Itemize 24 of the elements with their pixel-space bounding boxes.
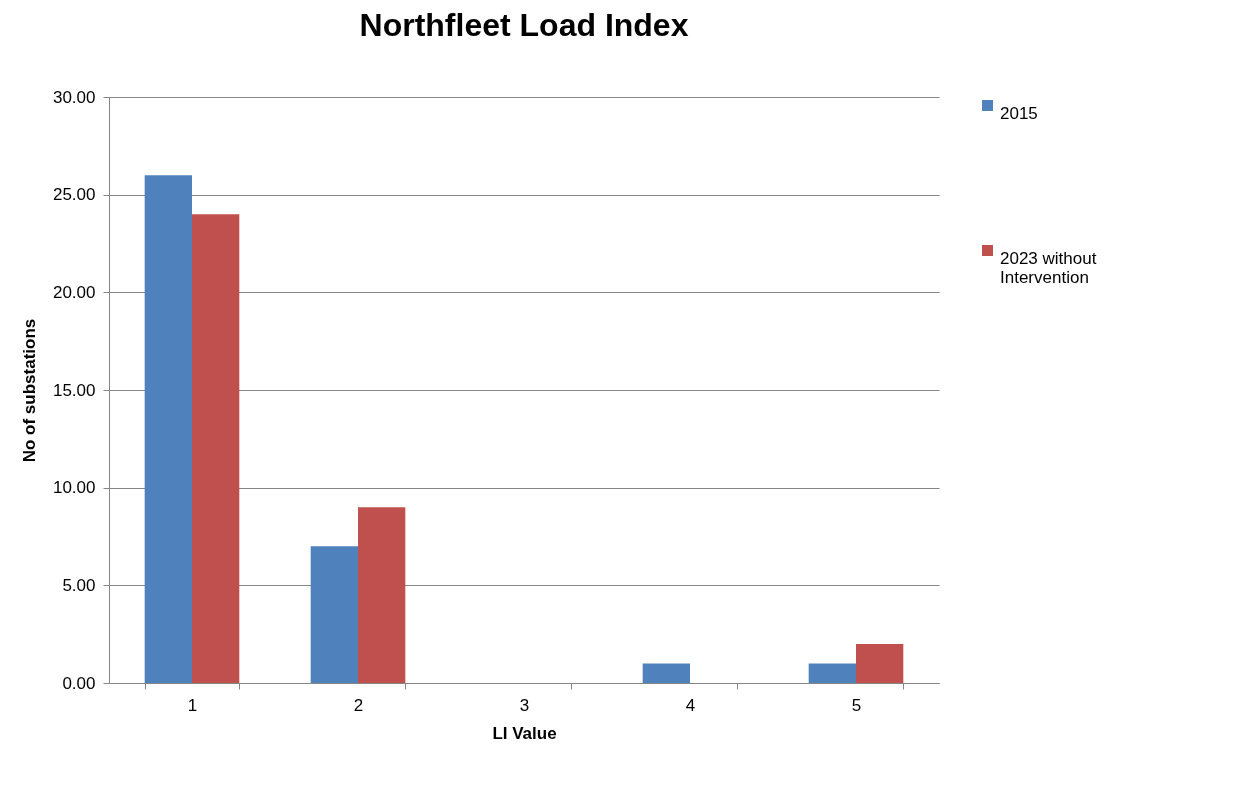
legend-label: 2015 — [1000, 103, 1038, 123]
x-tick-label: 2 — [353, 695, 364, 715]
x-tick-label: 4 — [685, 695, 696, 715]
y-tick-label: 0.00 — [62, 673, 96, 693]
chart-title: Northfleet Load Index — [359, 7, 689, 43]
y-tick-label: 30.00 — [52, 87, 96, 107]
x-tick-label: 1 — [187, 695, 198, 715]
bar — [856, 643, 904, 683]
bar — [144, 175, 192, 683]
y-tick-label: 25.00 — [52, 185, 96, 205]
bar — [808, 663, 856, 683]
bar — [192, 214, 240, 683]
y-tick-label: 20.00 — [52, 282, 96, 302]
x-tick-label: 5 — [851, 695, 862, 715]
y-axis-title: No of substations — [19, 318, 39, 463]
bar — [642, 663, 690, 683]
x-tick-label: 3 — [519, 695, 530, 715]
bar — [310, 546, 358, 683]
x-axis-title: LI Value — [492, 723, 557, 743]
y-tick-label: 15.00 — [52, 380, 96, 400]
y-tick-label: 5.00 — [62, 575, 96, 595]
legend-label: 2023 without Intervention — [1000, 248, 1097, 287]
y-tick-label: 10.00 — [52, 478, 96, 498]
bar — [358, 507, 406, 683]
